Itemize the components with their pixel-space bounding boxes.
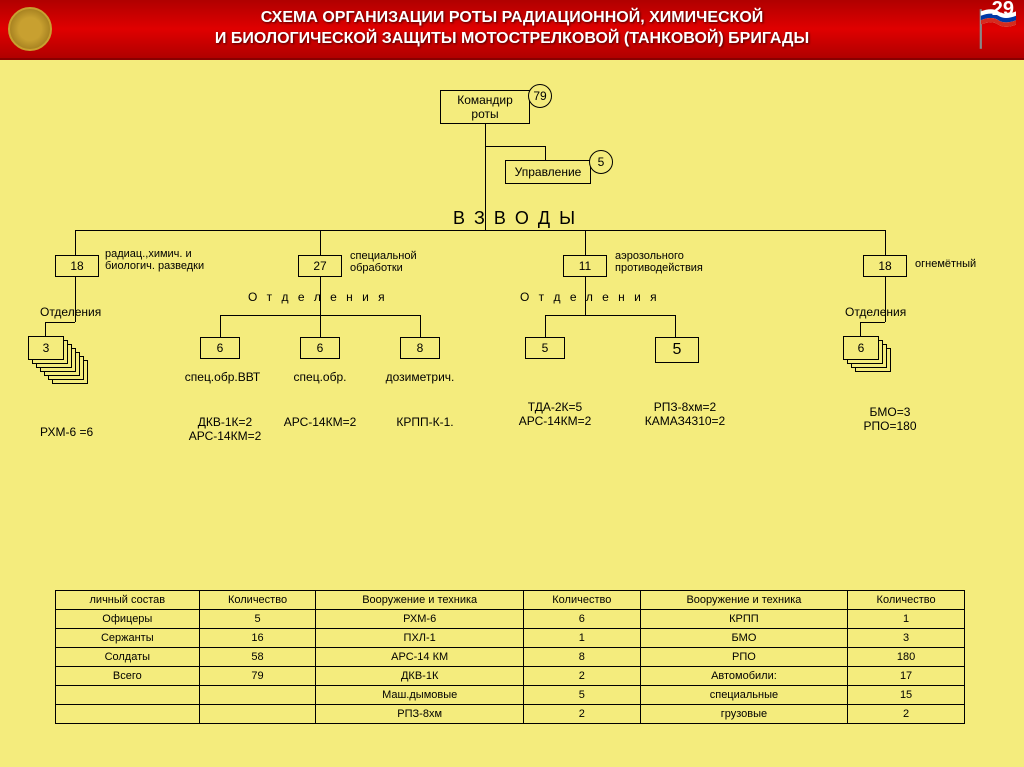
section-label: В З В О Д Ы (250, 208, 780, 229)
node-platoon-4: 18 (863, 255, 907, 277)
table-header-row: личный состав Количество Вооружение и те… (56, 591, 965, 610)
connector (545, 315, 546, 337)
connector (45, 322, 75, 323)
connector (860, 322, 885, 323)
platoon-3-desc: аэрозольного противодействия (615, 250, 735, 274)
connector (45, 322, 46, 336)
platoon-4-desc: огнемётный (915, 258, 976, 270)
sq-2-3-det: КРПП-К-1. (380, 415, 470, 429)
table-row: Солдаты58АРС-14 КМ8РПО180 (56, 648, 965, 667)
sq-2-3-lbl: дозиметрич. (375, 370, 465, 384)
table-row: Сержанты16ПХЛ-11БМО3 (56, 629, 965, 648)
platoon-4-det: БМО=3 РПО=180 (845, 405, 935, 433)
table-row: Всего79ДКВ-1К2Автомобили:17 (56, 667, 965, 686)
badge-management: 5 (589, 150, 613, 174)
connector (860, 322, 861, 336)
slide-header: СХЕМА ОРГАНИЗАЦИИ РОТЫ РАДИАЦИОННОЙ, ХИМ… (0, 0, 1024, 60)
title-line1: СХЕМА ОРГАНИЗАЦИИ РОТЫ РАДИАЦИОННОЙ, ХИМ… (261, 9, 764, 26)
slide-title: СХЕМА ОРГАНИЗАЦИИ РОТЫ РАДИАЦИОННОЙ, ХИМ… (52, 8, 972, 50)
platoon-1-detail: РХМ-6 =6 (40, 425, 93, 439)
connector (420, 315, 421, 337)
sq-2-1: 6 (200, 337, 240, 359)
connector (885, 230, 886, 255)
summary-table: личный состав Количество Вооружение и те… (55, 590, 965, 724)
sq-3-2: 5 (655, 337, 699, 363)
platoon-3-sub: О т д е л е н и я (520, 290, 660, 304)
table-row: Офицеры5РХМ-66КРПП1 (56, 610, 965, 629)
connector (320, 315, 321, 337)
connector (675, 315, 676, 337)
sq-2-2: 6 (300, 337, 340, 359)
table-row: Маш.дымовые5специальные15 (56, 686, 965, 705)
table-row: РПЗ-8хм2грузовые2 (56, 705, 965, 724)
sq-2-1-lbl: спец.обр.ВВТ (175, 370, 270, 384)
badge-commander: 79 (528, 84, 552, 108)
sq-2-2-lbl: спец.обр. (285, 370, 355, 384)
node-platoon-2: 27 (298, 255, 342, 277)
connector (220, 315, 221, 337)
connector (75, 230, 885, 231)
platoon-2-desc: специальной обработки (350, 250, 450, 274)
sq-3-1: 5 (525, 337, 565, 359)
org-chart: Командир роты 79 Управление 5 В З В О Д … (0, 60, 1024, 760)
page-number: 29 (992, 0, 1014, 21)
node-platoon-1: 18 (55, 255, 99, 277)
platoon-1-sub: Отделения (40, 305, 101, 319)
connector (545, 315, 675, 316)
sq-2-2-det: АРС-14КМ=2 (275, 415, 365, 429)
platoon-4-sub: Отделения (845, 305, 906, 319)
title-line2: И БИОЛОГИЧЕСКОЙ ЗАЩИТЫ МОТОСТРЕЛКОВОЙ (Т… (215, 30, 809, 47)
emblem-icon (8, 7, 52, 51)
connector (75, 277, 76, 322)
connector (320, 277, 321, 315)
connector (545, 146, 546, 160)
node-commander: Командир роты (440, 90, 530, 124)
sq-3-2-det: РПЗ-8хм=2 КАМАЗ4310=2 (630, 400, 740, 428)
sq-2-3: 8 (400, 337, 440, 359)
connector (320, 230, 321, 255)
node-management: Управление (505, 160, 591, 184)
sq-3-1-det: ТДА-2К=5 АРС-14КМ=2 (505, 400, 605, 428)
connector (585, 277, 586, 315)
connector (485, 146, 545, 147)
connector (585, 230, 586, 255)
node-platoon-3: 11 (563, 255, 607, 277)
platoon-2-sub: О т д е л е н и я (248, 290, 388, 304)
connector (885, 277, 886, 322)
sq-2-1-det: ДКВ-1К=2 АРС-14КМ=2 (180, 415, 270, 443)
platoon-1-desc: радиац.,химич. и биологич. разведки (105, 248, 215, 272)
connector (75, 230, 76, 255)
